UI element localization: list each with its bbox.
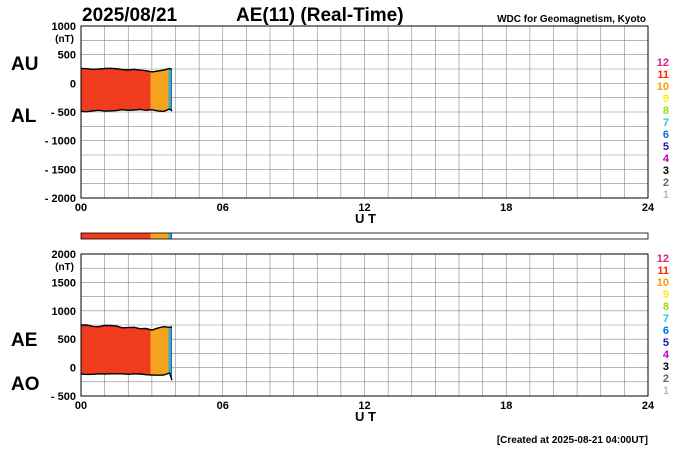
series-line-ao — [80, 372, 173, 381]
created-timestamp: [Created at 2025-08-21 04:00UT] — [497, 435, 648, 446]
x-axis-label: U T — [355, 409, 376, 424]
x-tick-label: 18 — [500, 400, 512, 412]
station-segment-fill — [150, 326, 169, 376]
legend-item-7: 7 — [663, 313, 669, 325]
legend-item-10: 10 — [657, 277, 669, 289]
station-segment-fill — [170, 326, 172, 381]
legend-item-10: 10 — [657, 81, 669, 93]
unit-label: (nT) — [55, 262, 74, 273]
strip-segment — [81, 233, 151, 239]
legend-item-3: 3 — [663, 165, 669, 177]
x-axis-label: U T — [355, 211, 376, 226]
station-strip — [80, 232, 649, 240]
index-label-al: AL — [11, 106, 37, 127]
legend-item-12: 12 — [657, 57, 669, 69]
y-tick-label: 2000 — [52, 249, 76, 261]
strip-frame — [80, 232, 649, 240]
y-tick-label: - 1500 — [45, 164, 76, 176]
x-tick-label: 24 — [642, 202, 655, 214]
source-label: WDC for Geomagnetism, Kyoto — [497, 14, 646, 25]
legend-item-3: 3 — [663, 361, 669, 373]
y-tick-label: 1500 — [52, 277, 76, 289]
chart-title: AE(11) (Real-Time) — [236, 5, 404, 26]
station-segment-fill — [170, 69, 172, 111]
x-tick-label: 12 — [358, 202, 370, 214]
plot-frame — [80, 253, 649, 397]
x-tick-label: 06 — [217, 202, 229, 214]
y-tick-label: - 1000 — [45, 136, 76, 148]
legend-item-8: 8 — [663, 105, 669, 117]
legend-item-5: 5 — [663, 337, 669, 349]
plot-frame — [80, 25, 649, 199]
index-label-ae: AE — [11, 330, 37, 351]
legend-item-12: 12 — [657, 253, 669, 265]
x-tick-label: 18 — [500, 202, 512, 214]
y-tick-label: 0 — [70, 78, 76, 90]
legend-item-4: 4 — [663, 349, 670, 361]
legend-item-7: 7 — [663, 117, 669, 129]
y-tick-label: - 500 — [51, 107, 76, 119]
series-line-ae — [81, 324, 173, 331]
station-segment-fill — [168, 68, 171, 110]
legend-item-8: 8 — [663, 301, 669, 313]
legend-item-4: 4 — [663, 153, 670, 165]
index-label-au: AU — [11, 54, 38, 75]
ae-ao-panel: 2000 1500 1000 500 0 - 500 (nT) AE AO 00 06 12 18 24 U… — [11, 249, 655, 424]
strip-segment — [170, 233, 172, 239]
legend-item-6: 6 — [663, 325, 669, 337]
legend-item-1: 1 — [663, 385, 669, 397]
legend-item-2: 2 — [663, 177, 669, 189]
x-tick-label: 06 — [217, 400, 229, 412]
y-tick-label: 500 — [58, 50, 76, 62]
legend-item-11: 11 — [657, 69, 669, 81]
x-tick-label: 00 — [75, 400, 87, 412]
y-tick-label: 1000 — [52, 306, 76, 318]
x-tick-label: 12 — [358, 400, 370, 412]
station-segment-fill — [150, 68, 169, 112]
series-line-au — [80, 67, 173, 73]
legend-item-2: 2 — [663, 373, 669, 385]
station-segment-fill — [81, 325, 151, 375]
x-tick-label: 00 — [75, 202, 87, 214]
series-line-al — [80, 108, 173, 113]
y-tick-label: 0 — [70, 363, 76, 375]
legend-item-11: 11 — [657, 265, 669, 277]
y-tick-label: - 500 — [51, 391, 76, 403]
y-tick-label: 500 — [58, 334, 76, 346]
legend-item-1: 1 — [663, 189, 669, 201]
y-tick-label: - 2000 — [45, 193, 76, 205]
station-segment-fill — [168, 326, 171, 377]
x-tick-label: 24 — [642, 400, 655, 412]
legend-item-9: 9 — [663, 93, 669, 105]
station-segment-fill — [81, 68, 151, 112]
legend-item-6: 6 — [663, 129, 669, 141]
legend-item-5: 5 — [663, 141, 669, 153]
strip-segment — [168, 233, 171, 239]
au-al-panel: 1000 500 0 - 500 - 1000 - 1500 - 2000 (nT) AU AL 0… — [11, 21, 655, 226]
legend-item-9: 9 — [663, 289, 669, 301]
strip-segment — [150, 233, 169, 239]
y-tick-label: 1000 — [52, 21, 76, 33]
date-title: 2025/08/21 — [82, 5, 178, 26]
unit-label: (nT) — [55, 34, 74, 45]
index-label-ao: AO — [11, 374, 40, 395]
